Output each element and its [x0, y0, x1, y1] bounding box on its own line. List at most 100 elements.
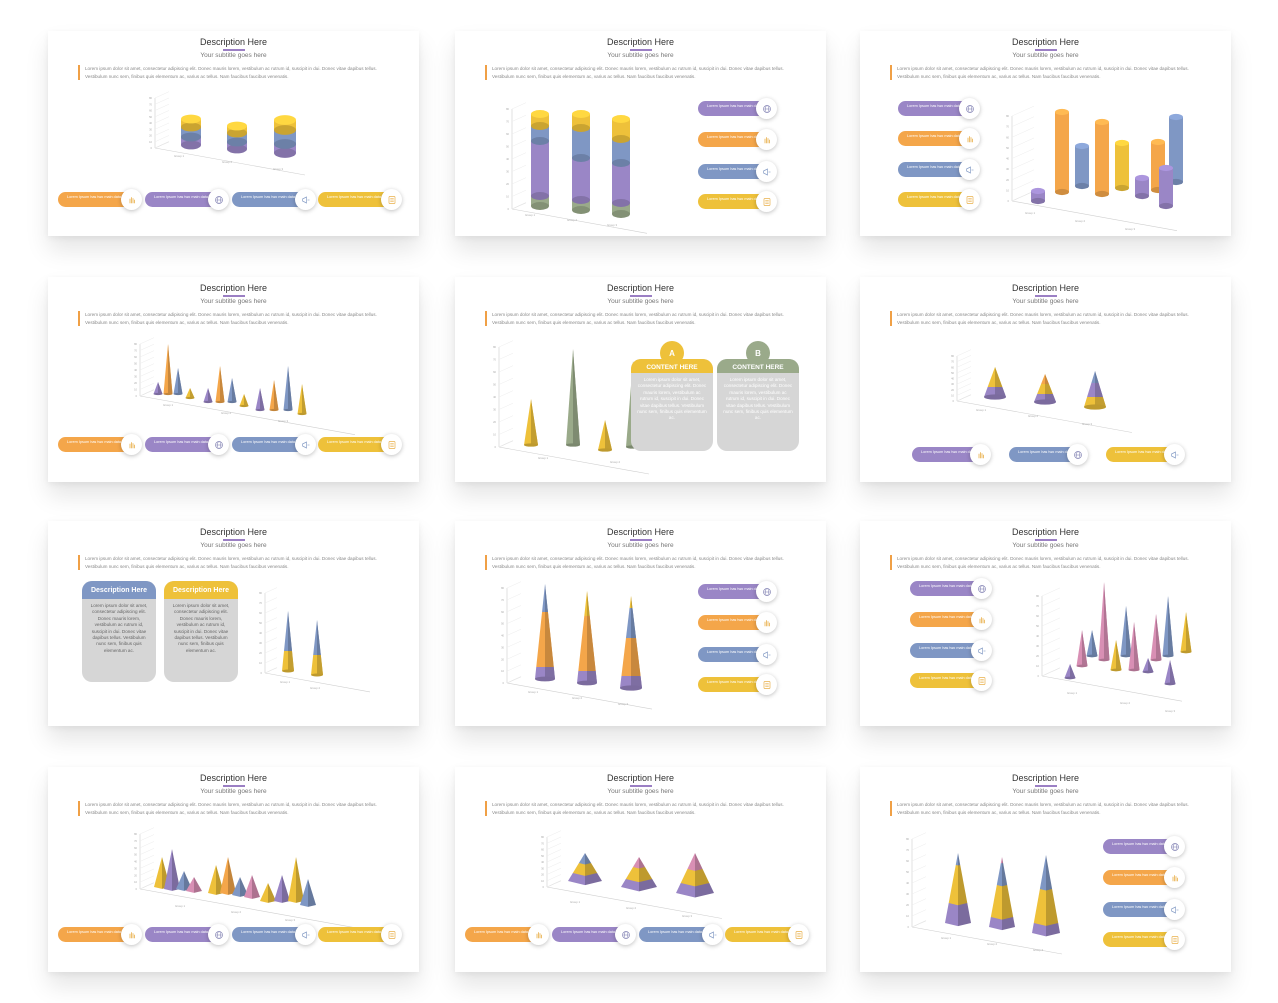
data-pill[interactable]: Lorem Ipsum has two main data statistica… [1106, 444, 1186, 465]
data-pill[interactable]: Lorem Ipsum has two main data statistica… [318, 434, 402, 455]
cone-mark [297, 384, 307, 416]
data-pill[interactable]: Lorem Ipsum has two main data statistica… [58, 924, 142, 945]
group-label: Group 3 [607, 223, 618, 227]
group-label: Group 2 [310, 686, 321, 690]
data-pill[interactable]: Lorem Ipsum has two main data statistica… [1103, 836, 1185, 857]
group-label: Group 2 [610, 460, 621, 464]
slide-2[interactable]: Description Here Your subtitle goes here L… [455, 31, 826, 236]
axis-tick-label: 80 [951, 354, 954, 358]
megaphone-icon [971, 640, 992, 661]
data-pill[interactable]: Lorem Ipsum has two main data statistica… [1103, 899, 1185, 920]
data-pill[interactable]: Lorem Ipsum has two main data statistica… [639, 924, 723, 945]
axis-tick-label: 50 [149, 115, 152, 119]
data-pill[interactable]: Lorem Ipsum has two main data statistica… [1103, 929, 1185, 950]
pill-label: Lorem Ipsum has two main data statistica… [67, 194, 138, 199]
data-pill[interactable]: Lorem Ipsum has two main data statistica… [898, 159, 980, 180]
content-box-b: CONTENT HERE Lorem ipsum dolor sit amet, … [717, 359, 799, 451]
slide-12[interactable]: Description Here Your subtitle goes here L… [860, 767, 1231, 972]
hand-icon [1164, 867, 1185, 888]
pill-label: Lorem Ipsum has two main data statistica… [327, 929, 398, 934]
cone-mark [282, 611, 294, 673]
data-pill[interactable]: Lorem Ipsum has two main data statistica… [145, 924, 229, 945]
pill-label: Lorem Ipsum has two main data statistica… [1112, 872, 1183, 877]
hand-icon [121, 189, 142, 210]
data-pill[interactable]: Lorem Ipsum has two main data statistica… [898, 98, 980, 119]
pill-label: Lorem Ipsum has two main data statistica… [1115, 449, 1186, 454]
data-pill[interactable]: Lorem Ipsum has two main data statistica… [910, 609, 992, 630]
cone-mark [598, 420, 612, 452]
data-pill[interactable]: Lorem Ipsum has two main data statistica… [910, 578, 992, 599]
content-box-a: CONTENT HERE Lorem ipsum dolor sit amet, … [631, 359, 713, 451]
content-box-letter-badge: B [746, 341, 770, 365]
slide-10[interactable]: Description Here Your subtitle goes here L… [48, 767, 419, 972]
data-pill[interactable]: Lorem Ipsum has two main data statistica… [698, 581, 778, 602]
data-pill[interactable]: Lorem Ipsum has two main data statistica… [58, 189, 142, 210]
globe-icon [208, 434, 229, 455]
data-pill[interactable]: Lorem Ipsum has two main data statistica… [698, 644, 778, 665]
data-pill[interactable]: Lorem Ipsum has two main data statistica… [898, 189, 980, 210]
axis-tick-label: 60 [951, 365, 954, 369]
chart-area: 0 10 20 30 40 50 60 70 80 Group 1 Group 2 Group 3 [134, 337, 356, 435]
axis-tick-label: 10 [1036, 664, 1039, 668]
data-pill[interactable]: Lorem Ipsum has two main data statistica… [232, 924, 316, 945]
chart-area: 0 10 20 30 40 50 60 70 80 Group 1 Group 2 [259, 587, 371, 693]
data-pill[interactable]: Lorem Ipsum has two main data statistica… [698, 191, 778, 212]
data-pill[interactable]: Lorem Ipsum has two main data statistica… [898, 128, 980, 149]
data-pill[interactable]: Lorem Ipsum has two main data statistica… [912, 444, 992, 465]
axis-tick-label: 40 [134, 860, 137, 864]
slide-9[interactable]: Description Here Your subtitle goes here L… [860, 521, 1231, 726]
pyramid-mark [621, 857, 657, 892]
data-pill[interactable]: Lorem Ipsum has two main data statistica… [725, 924, 809, 945]
data-pill[interactable]: Lorem Ipsum has two main data statistica… [145, 434, 229, 455]
data-pill[interactable]: Lorem Ipsum has two main data statistica… [698, 674, 778, 695]
cylinder-bar [612, 115, 630, 218]
group-label: Group 3 [1125, 227, 1136, 231]
cone-mark [255, 388, 265, 412]
cone-mark [1084, 371, 1106, 410]
data-pill[interactable]: Lorem Ipsum has two main data statistica… [318, 924, 402, 945]
slide-1[interactable]: Description Here Your subtitle goes here L… [48, 31, 419, 236]
axis-tick-label: 80 [506, 107, 509, 111]
megaphone-icon [1164, 444, 1185, 465]
slide-3[interactable]: Description Here Your subtitle goes here L… [860, 31, 1231, 236]
data-pill[interactable]: Lorem Ipsum has two main data statistica… [910, 640, 992, 661]
axis-tick-label: 40 [951, 377, 954, 381]
data-pill[interactable]: Lorem Ipsum has two main data statistica… [698, 612, 778, 633]
description-accent-bar [78, 801, 80, 816]
slide-6[interactable]: Description Here Your subtitle goes here L… [860, 277, 1231, 482]
pyramid-mark [220, 857, 236, 895]
data-pill[interactable]: Lorem Ipsum has two main data statistica… [698, 129, 778, 150]
data-pill[interactable]: Lorem Ipsum has two main data statistica… [698, 161, 778, 182]
slide-11[interactable]: Description Here Your subtitle goes here L… [455, 767, 826, 972]
slide-5[interactable]: Description Here Your subtitle goes here L… [455, 277, 826, 482]
data-pill[interactable]: Lorem Ipsum has two main data statistica… [552, 924, 636, 945]
axis-tick-label: 20 [1006, 178, 1009, 182]
data-pill[interactable]: Lorem Ipsum has two main data statistica… [910, 670, 992, 691]
slide-8[interactable]: Description Here Your subtitle goes here L… [455, 521, 826, 726]
data-pill[interactable]: Lorem Ipsum has two main data statistica… [465, 924, 549, 945]
data-pill[interactable]: Lorem Ipsum has two main data statistica… [698, 98, 778, 119]
axis-tick-label: 20 [506, 182, 509, 186]
group-label: Group 3 [1165, 709, 1176, 713]
pill-label: Lorem Ipsum has two main data statistica… [648, 929, 719, 934]
title-underline [1034, 49, 1057, 51]
data-pill[interactable]: Lorem Ipsum has two main data statistica… [232, 434, 316, 455]
data-pill[interactable]: Lorem Ipsum has two main data statistica… [232, 189, 316, 210]
data-pill[interactable]: Lorem Ipsum has two main data statistica… [318, 189, 402, 210]
megaphone-icon [702, 924, 723, 945]
slide-7[interactable]: Description Here Your subtitle goes here L… [48, 521, 419, 726]
data-pill[interactable]: Lorem Ipsum has two main data statistica… [145, 189, 229, 210]
slide-4[interactable]: Description Here Your subtitle goes here L… [48, 277, 419, 482]
list-icon [381, 189, 402, 210]
axis-tick-label: 0 [1008, 199, 1010, 203]
axis-tick-label: 40 [506, 157, 509, 161]
axis-tick-label: 70 [1036, 604, 1039, 608]
axis-tick-label: 30 [259, 641, 262, 645]
data-pill[interactable]: Lorem Ipsum has two main data statistica… [1009, 444, 1089, 465]
axis-tick-label: 30 [951, 382, 954, 386]
axis-tick-label: 70 [259, 601, 262, 605]
data-pill[interactable]: Lorem Ipsum has two main data statistica… [1103, 867, 1185, 888]
slide-title: Description Here [606, 773, 675, 783]
pill-label: Lorem Ipsum has two main data statistica… [919, 645, 990, 650]
data-pill[interactable]: Lorem Ipsum has two main data statistica… [58, 434, 142, 455]
